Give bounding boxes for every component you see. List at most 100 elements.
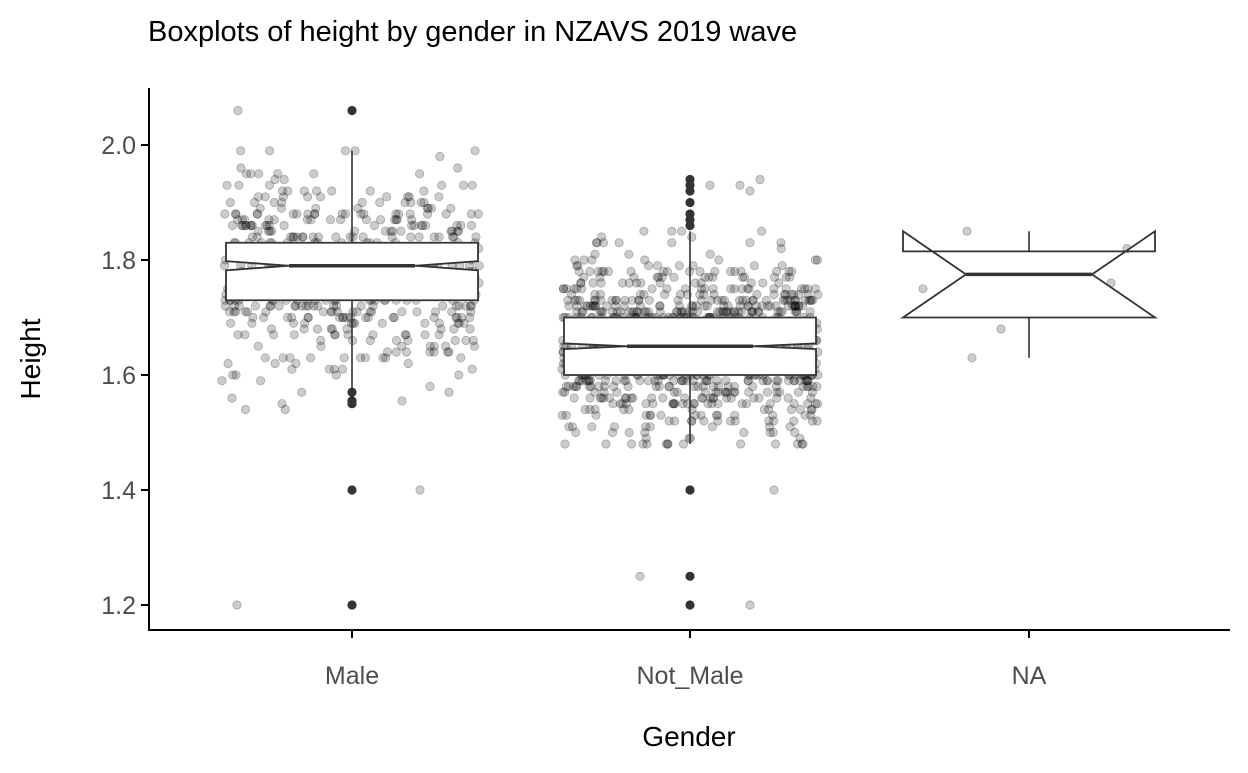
jitter-point	[810, 399, 821, 409]
jitter-point	[668, 399, 678, 409]
jitter-point	[415, 485, 425, 495]
jitter-point	[570, 295, 580, 305]
jitter-point	[228, 370, 238, 380]
jitter-point	[303, 209, 313, 219]
jitter-point	[438, 301, 448, 311]
jitter-point	[636, 278, 646, 288]
jitter-point	[730, 416, 740, 426]
jitter-point	[621, 376, 631, 386]
jitter-point	[734, 295, 745, 305]
jitter-point	[563, 295, 573, 305]
y-tick-label: 1.6	[101, 362, 136, 390]
jitter-point	[753, 307, 764, 317]
jitter-point	[645, 410, 655, 420]
jitter-point	[797, 439, 807, 449]
jitter-point	[406, 215, 417, 225]
jitter-point	[664, 381, 675, 392]
jitter-point	[739, 427, 749, 438]
jitter-point	[771, 301, 781, 311]
jitter-point	[222, 180, 232, 190]
y-tick-label: 1.4	[101, 477, 136, 505]
jitter-point	[313, 301, 323, 311]
jitter-point	[261, 307, 271, 317]
jitter-point	[789, 416, 799, 426]
jitter-point	[582, 301, 592, 311]
outlier-point	[347, 485, 357, 495]
jitter-point	[391, 347, 401, 357]
jitter-point	[444, 387, 454, 397]
jitter-point	[713, 410, 723, 420]
jitter-point	[676, 307, 686, 317]
jitter-point	[737, 399, 747, 409]
jitter-point	[647, 393, 657, 403]
jitter-point	[662, 266, 672, 277]
y-ticks: 1.2 1.4 1.6 1.8 2.0	[101, 132, 149, 620]
jitter-point	[585, 301, 596, 311]
jitter-point	[355, 353, 366, 363]
jitter-point	[807, 387, 818, 397]
jitter-point	[686, 301, 697, 311]
jitter-point	[425, 341, 435, 351]
jitter-point	[591, 238, 602, 248]
jitter-point	[789, 376, 799, 386]
jitter-point	[768, 427, 778, 438]
jitter-point	[704, 272, 714, 282]
jitter-point	[806, 410, 816, 420]
jitter-point	[312, 324, 323, 334]
jitter-point	[680, 284, 690, 294]
jitter-point	[669, 416, 680, 426]
jitter-point	[241, 220, 251, 231]
jitter-point	[764, 422, 775, 432]
outlier-point	[685, 186, 695, 196]
jitter-point	[309, 169, 319, 179]
jitter-point	[584, 381, 595, 392]
jitter-point	[288, 318, 299, 328]
jitter-point	[730, 266, 740, 277]
jitter-point	[436, 324, 446, 334]
jitter-point	[806, 393, 816, 403]
jitter-point	[596, 307, 606, 317]
jitter-point	[758, 278, 768, 288]
jitter-point	[635, 376, 645, 386]
jitter-point	[717, 307, 727, 317]
jitter-point	[357, 197, 367, 208]
jitter-point	[325, 215, 336, 225]
jitter-point	[224, 307, 235, 317]
jitter-point	[454, 301, 464, 311]
jitter-point	[252, 232, 262, 242]
jitter-point	[240, 330, 250, 340]
jitter-point	[612, 387, 622, 397]
jitter-point	[287, 312, 297, 323]
jitter-point	[454, 318, 464, 328]
jitter-point	[590, 404, 600, 415]
jitter-point	[388, 312, 398, 323]
jitter-point	[673, 295, 683, 305]
jitter-point	[795, 404, 805, 415]
jitter-point	[337, 209, 347, 219]
jitter-point	[575, 376, 585, 386]
jitter-point	[624, 249, 634, 259]
jitter-point	[669, 387, 680, 397]
jitter-point	[429, 341, 439, 351]
jitter-point	[242, 307, 252, 317]
jitter-point	[248, 312, 258, 323]
jitter-point	[388, 226, 398, 236]
jitter-point	[233, 105, 243, 116]
jitter-point	[691, 301, 701, 311]
jitter-point	[579, 272, 589, 282]
jitter-point	[456, 312, 467, 323]
jitter-point	[658, 266, 669, 277]
jitter-point	[693, 381, 703, 392]
jitter-point	[634, 295, 644, 305]
jitter-point	[667, 226, 677, 236]
jitter-point	[266, 301, 276, 311]
jitter-point	[702, 376, 712, 386]
jitter-point	[473, 209, 483, 219]
jitter-point	[803, 399, 813, 409]
jitter-point	[800, 295, 810, 305]
jitter-point	[419, 186, 429, 196]
jitter-point	[324, 364, 334, 374]
jitter-point	[452, 220, 462, 231]
jitter-point	[763, 376, 773, 386]
jitter-point	[392, 215, 402, 225]
